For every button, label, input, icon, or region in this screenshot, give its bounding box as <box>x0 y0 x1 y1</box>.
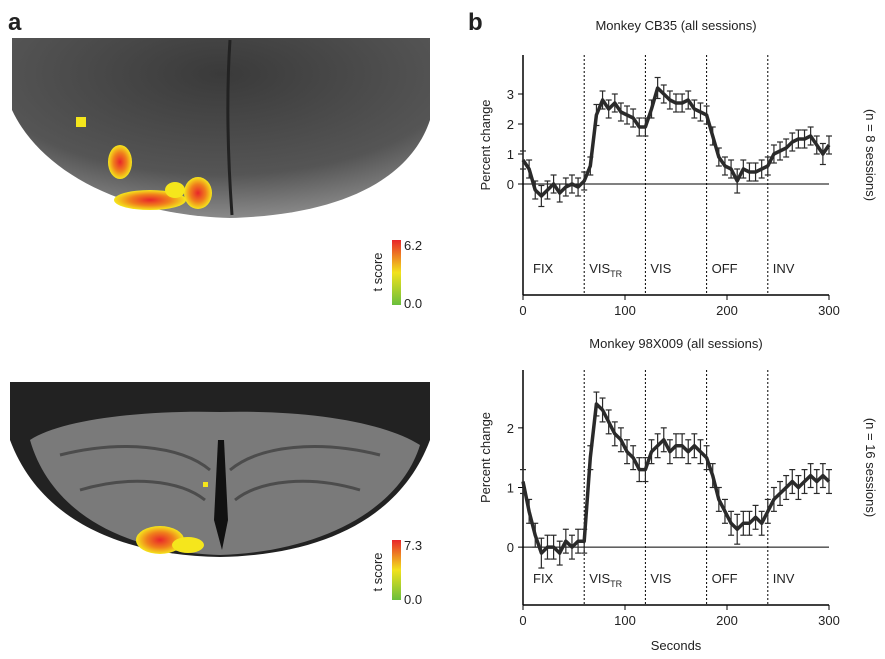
data-line <box>521 402 831 555</box>
epoch-name: INV <box>773 261 795 276</box>
colorbar-tick: 6.2 <box>404 238 422 253</box>
y-tick-label: 2 <box>507 117 514 132</box>
epoch-subscript: TR <box>610 579 622 589</box>
epoch-name: VIS <box>589 571 610 586</box>
x-tick-label: 0 <box>519 613 526 628</box>
epoch-label: VIS <box>650 571 671 586</box>
x-tick-label: 300 <box>818 303 840 318</box>
chart-title: Monkey 98X009 (all sessions) <box>589 336 762 351</box>
x-tick-label: 200 <box>716 613 738 628</box>
brain-image <box>10 382 430 557</box>
y-tick-label: 3 <box>507 87 514 102</box>
panel-label: a <box>8 9 22 36</box>
epoch-name: INV <box>773 571 795 586</box>
epoch-name: VIS <box>650 261 671 276</box>
colorbar-tick: 7.3 <box>404 538 422 553</box>
colorbar-label: t score <box>370 552 385 591</box>
epoch-label: INV <box>773 571 795 586</box>
colorbar-tick: 0.0 <box>404 296 422 311</box>
epoch-subscript: TR <box>610 269 622 279</box>
epoch-name: OFF <box>712 261 738 276</box>
y-tick-label: 0 <box>507 177 514 192</box>
colorbar <box>392 540 401 600</box>
y-axis-label: Percent change <box>478 99 493 190</box>
epoch-name: VIS <box>650 571 671 586</box>
x-tick-label: 300 <box>818 613 840 628</box>
epoch-label: OFF <box>712 261 738 276</box>
data-line <box>521 86 831 198</box>
x-axis-label: Seconds <box>651 638 702 653</box>
epoch-name: OFF <box>712 571 738 586</box>
epoch-name: FIX <box>533 261 554 276</box>
error-bar <box>826 469 832 495</box>
epoch-name: VIS <box>589 261 610 276</box>
epoch-label: VISTR <box>589 571 622 589</box>
y-tick-label: 1 <box>507 481 514 496</box>
epoch-label: FIX <box>533 571 554 586</box>
colorbar <box>392 240 401 305</box>
epoch-label: OFF <box>712 571 738 586</box>
side-label: (n = 8 sessions) <box>863 109 878 201</box>
colorbar-tick: 0.0 <box>404 592 422 607</box>
y-tick-label: 2 <box>507 421 514 436</box>
epoch-label: VIS <box>650 261 671 276</box>
x-tick-label: 100 <box>614 303 636 318</box>
epoch-label: FIX <box>533 261 554 276</box>
y-axis-label: Percent change <box>478 412 493 503</box>
x-tick-label: 0 <box>519 303 526 318</box>
epoch-name: FIX <box>533 571 554 586</box>
side-label: (n = 16 sessions) <box>863 418 878 517</box>
y-tick-label: 1 <box>507 147 514 162</box>
epoch-label: INV <box>773 261 795 276</box>
panel-label: b <box>468 9 483 36</box>
y-tick-label: 0 <box>507 540 514 555</box>
x-tick-label: 200 <box>716 303 738 318</box>
brain-image <box>12 38 430 218</box>
x-tick-label: 100 <box>614 613 636 628</box>
epoch-label: VISTR <box>589 261 622 279</box>
chart-title: Monkey CB35 (all sessions) <box>595 18 756 33</box>
colorbar-label: t score <box>370 252 385 291</box>
